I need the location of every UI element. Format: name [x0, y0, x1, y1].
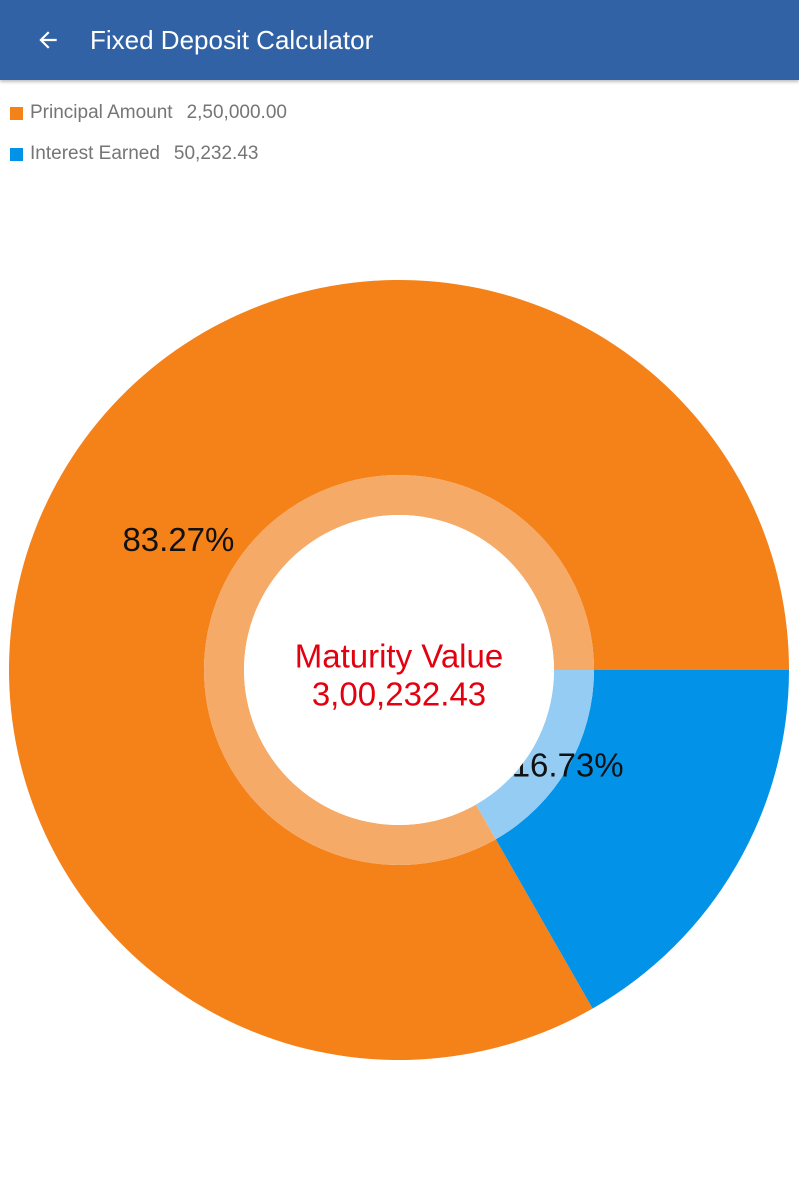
legend-item-interest: Interest Earned 50,232.43 — [10, 137, 287, 171]
slice-interest[interactable] — [495, 670, 789, 1009]
donut-hole — [244, 515, 554, 825]
legend-swatch-interest — [10, 147, 23, 161]
slice-principal[interactable] — [9, 280, 789, 1060]
legend-label-interest: Interest Earned — [30, 143, 160, 164]
legend-swatch-principal — [10, 106, 23, 120]
back-button[interactable] — [26, 18, 70, 62]
page-title: Fixed Deposit Calculator — [90, 25, 374, 55]
legend-label-principal: Principal Amount — [30, 102, 173, 123]
percent-label-interest: 16.73% — [512, 747, 624, 784]
center-title: Maturity Value — [295, 638, 503, 675]
legend-item-principal: Principal Amount 2,50,000.00 — [10, 96, 287, 130]
legend-value-interest: 50,232.43 — [173, 143, 259, 164]
legend-value-principal: 2,50,000.00 — [186, 102, 287, 123]
center-value: 3,00,232.43 — [312, 676, 486, 713]
arrow-back-icon — [39, 31, 57, 49]
chart-legend: Principal Amount 2,50,000.00 Interest Ea… — [10, 96, 287, 178]
app-bar: Fixed Deposit Calculator — [0, 0, 799, 80]
percent-label-principal: 83.27% — [122, 521, 234, 558]
inner-ring-interest — [475, 670, 594, 840]
